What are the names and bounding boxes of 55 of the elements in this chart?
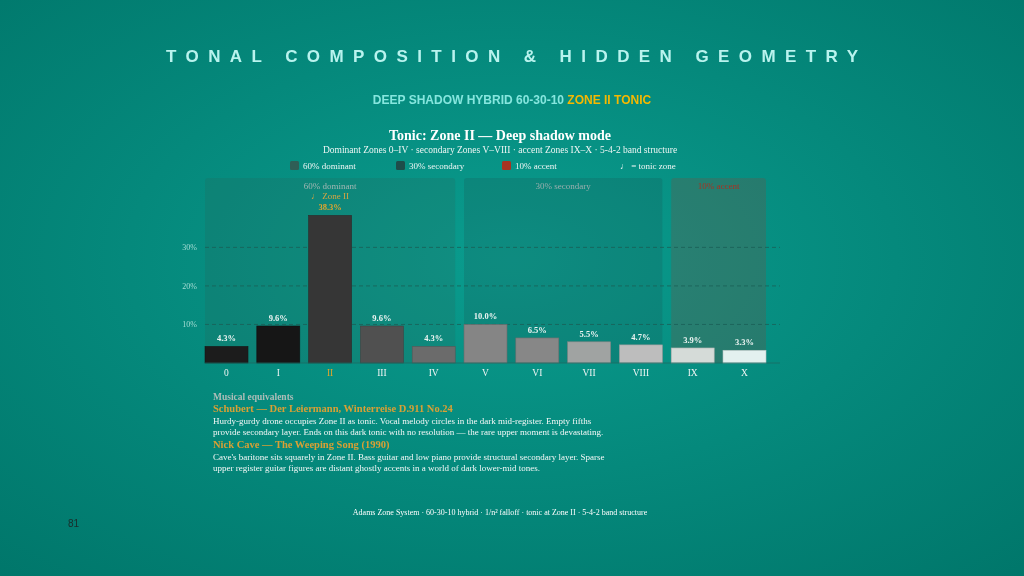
band-label: 60% dominant <box>303 181 357 191</box>
x-tick-label: V <box>482 368 490 378</box>
bar <box>722 349 767 364</box>
text: Hurdy-gurdy drone occupies Zone II as tonic. Vocal melody circles in the dark mid-register. Empty fifths provide secondary layer. Ends on this dark tonic with no resolution — the rare upper moment is devastating. <box>213 416 604 437</box>
text: ♩ = tonic zone <box>620 161 676 171</box>
data-label: 4.3% <box>216 333 237 344</box>
text: Dominant Zones 0–IV · secondary Zones V–VIII · accent Zones IX–X · 5-4-2 band structure <box>322 145 678 155</box>
y-tick-label: 20% <box>182 281 198 291</box>
x-tick-label: I <box>276 368 280 378</box>
x-tick-label: VII <box>582 368 596 378</box>
bar <box>308 215 352 364</box>
data-label: 4.7% <box>631 331 651 342</box>
bar <box>411 346 456 364</box>
text: Adams Zone System · 60-30-10 hybrid · 1/n² falloff · tonic at Zone II · 5-4-2 band structure <box>352 508 648 517</box>
x-tick-label: IV <box>428 368 439 378</box>
bar <box>515 337 560 364</box>
chart-subtitle: DEEP SHADOW HYBRID 60-30-10 ZONE II TONIC <box>372 93 652 107</box>
text: Nick Cave — The Weeping Song (1990) <box>213 439 390 451</box>
x-tick-label: 0 <box>224 368 230 378</box>
chart-title: TONAL COMPOSITION & HIDDEN GEOMETRY <box>166 47 859 66</box>
bar <box>619 344 663 364</box>
bar <box>463 324 508 364</box>
text: 60% dominant <box>303 161 356 171</box>
text: Tonic: Zone II — Deep shadow mode <box>389 128 611 143</box>
data-label: 5.5% <box>579 328 599 339</box>
data-label: 10.0% <box>473 311 498 322</box>
data-label: 4.3% <box>424 333 444 344</box>
text: 30% secondary <box>409 161 465 171</box>
x-tick-label: VIII <box>632 368 650 378</box>
x-tick-label: VI <box>532 368 543 378</box>
data-label: 9.6% <box>268 313 288 323</box>
annotation: ♩ Zone II <box>311 191 350 202</box>
text: Musical equivalents <box>213 392 294 402</box>
bar <box>256 325 301 364</box>
text: 10% accent <box>515 161 557 171</box>
x-tick-label: IX <box>687 368 698 378</box>
data-label: 3.3% <box>734 337 755 348</box>
band-label: 10% accent <box>697 181 740 191</box>
bar <box>360 325 404 364</box>
bar <box>567 341 611 364</box>
x-tick-label: X <box>741 368 749 378</box>
data-label: 3.9% <box>683 334 703 345</box>
data-label: 9.6% <box>372 313 392 323</box>
text: Cave's baritone sits squarely in Zone II. Bass guitar and low piano provide structural secondary layer. Sparse upper register guitar figures are distant ghostly accents in a world of dark lower-mid tones. <box>213 452 605 473</box>
y-tick-label: 10% <box>182 320 198 330</box>
band-label: 30% secondary <box>535 181 592 191</box>
bar <box>204 346 249 364</box>
bar <box>670 347 715 364</box>
text: Schubert — Der Leiermann, Winterreise D.911 No.24 <box>213 403 454 414</box>
data-label: 6.5% <box>527 324 547 335</box>
x-tick-label: II <box>326 368 334 378</box>
data-label: 38.3% <box>318 202 342 213</box>
x-tick-label: III <box>377 368 387 378</box>
text: 81 <box>68 518 80 529</box>
y-tick-label: 30% <box>182 243 198 253</box>
